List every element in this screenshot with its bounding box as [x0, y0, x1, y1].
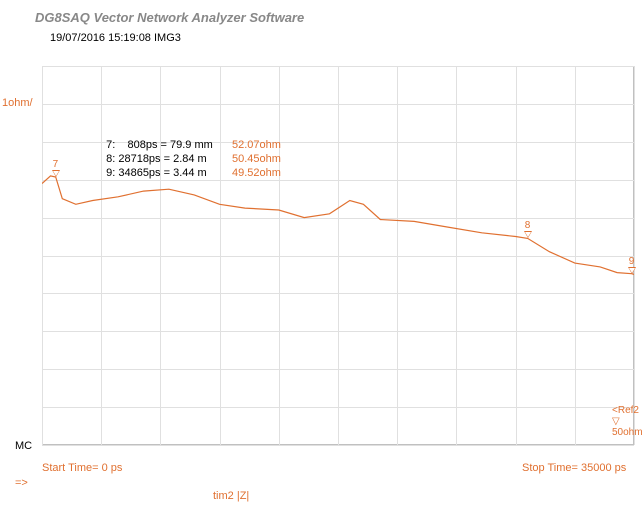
- marker-number: 8: [525, 220, 531, 231]
- gridline-horizontal: [42, 369, 634, 370]
- cursor-left: 7: 808ps = 79.9 mm: [100, 138, 232, 152]
- gridline-horizontal: [42, 256, 634, 257]
- ref-label: <Ref2 ▽50ohm: [612, 405, 644, 438]
- start-time-label: Start Time= 0 ps: [42, 462, 122, 474]
- cursor-row: 8: 28718ps = 2.84 m50.45ohm: [100, 152, 281, 166]
- plot-area: 7 8 9: [42, 66, 634, 445]
- stop-time-label: Stop Time= 35000 ps: [522, 462, 626, 474]
- trace-label: tim2 |Z|: [213, 490, 249, 502]
- gridline-horizontal: [42, 293, 634, 294]
- gridline-horizontal: [42, 407, 634, 408]
- cursor-right: 52.07ohm: [232, 138, 281, 152]
- arrow-label: =>: [15, 477, 28, 489]
- cursor-left: 9: 34865ps = 3.44 m: [100, 166, 232, 180]
- gridline-horizontal: [42, 218, 634, 219]
- gridline-horizontal: [42, 104, 634, 105]
- gridline-horizontal: [42, 445, 634, 446]
- app-title: DG8SAQ Vector Network Analyzer Software: [35, 10, 304, 25]
- ref-marker-icon: ▽: [612, 416, 620, 427]
- cursor-right: 49.52ohm: [232, 166, 281, 180]
- cursor-right: 50.45ohm: [232, 152, 281, 166]
- cursor-left: 8: 28718ps = 2.84 m: [100, 152, 232, 166]
- gridline-horizontal: [42, 331, 634, 332]
- marker-number: 7: [53, 159, 59, 170]
- cursor-row: 7: 808ps = 79.9 mm52.07ohm: [100, 138, 281, 152]
- cursor-readout: 7: 808ps = 79.9 mm52.07ohm 8: 28718ps = …: [100, 138, 281, 180]
- datetime-label: 19/07/2016 15:19:08 IMG3: [50, 32, 181, 44]
- y-axis-label: 1ohm/: [2, 97, 33, 109]
- marker-number: 9: [629, 256, 635, 267]
- cursor-row: 9: 34865ps = 3.44 m49.52ohm: [100, 166, 281, 180]
- gridline-horizontal: [42, 66, 634, 67]
- mc-label: MC: [15, 440, 32, 452]
